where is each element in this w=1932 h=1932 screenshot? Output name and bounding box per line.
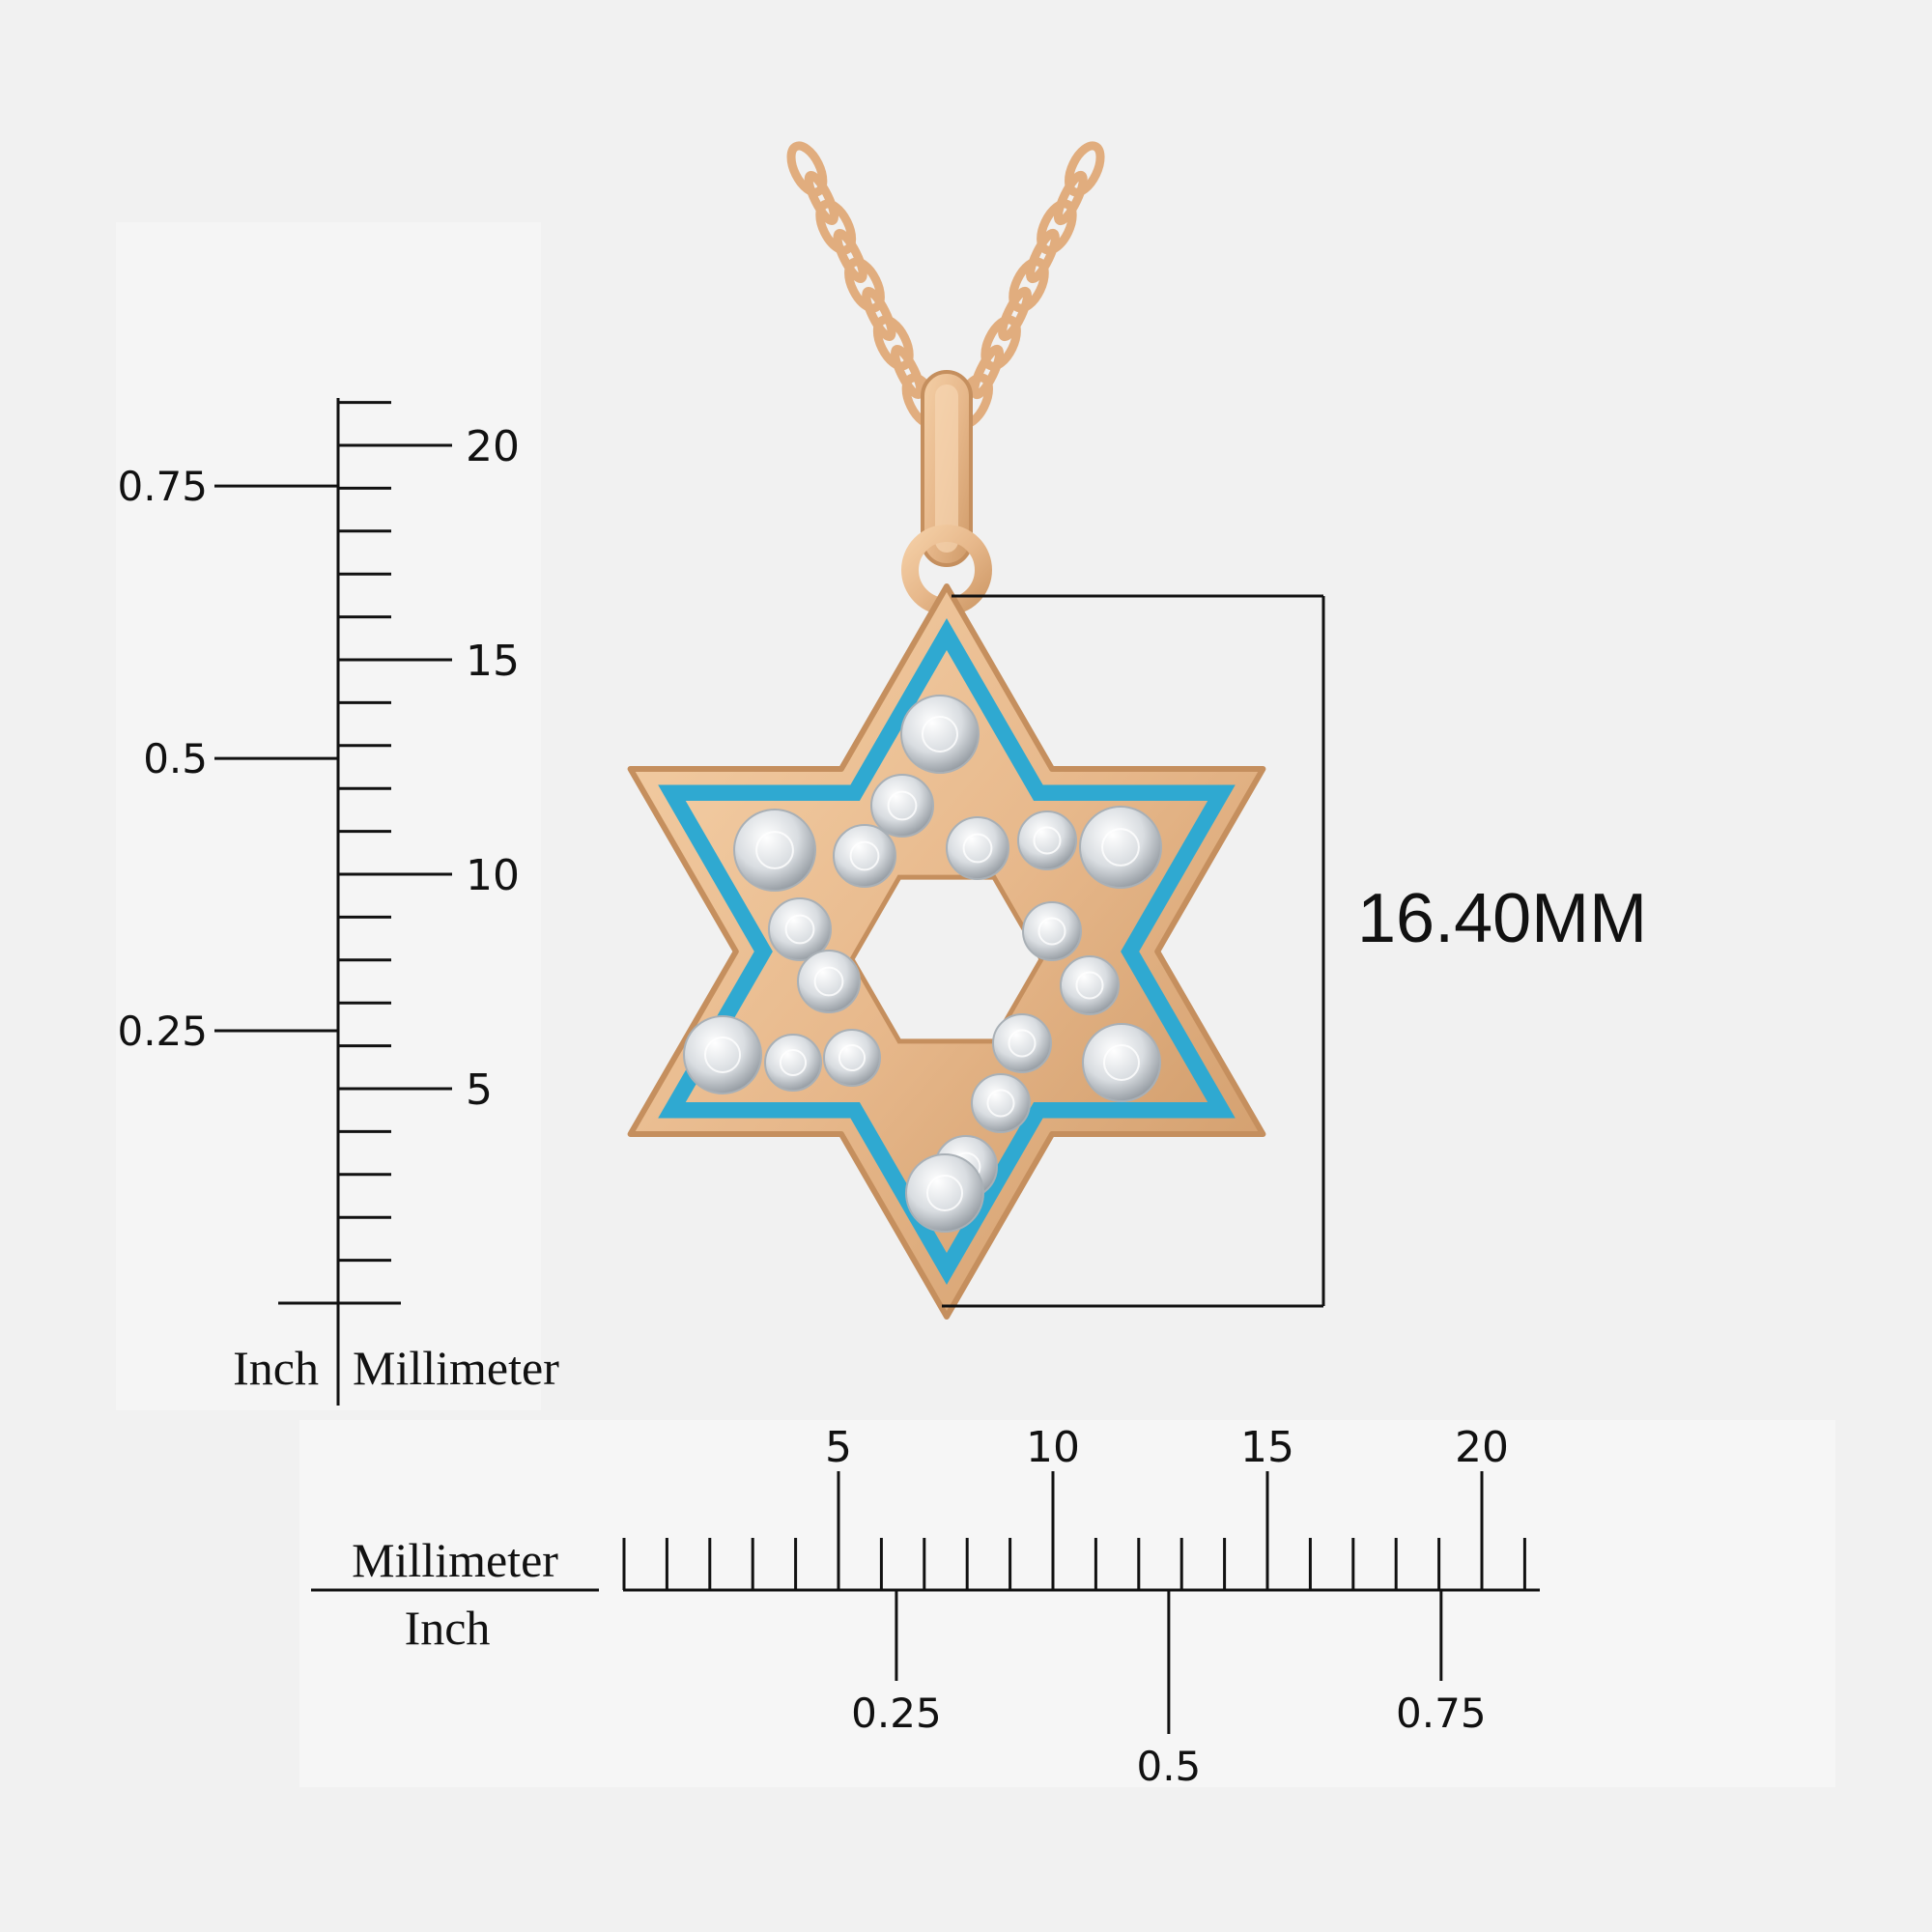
diamond-facet [1103,1044,1140,1081]
star-pendant [627,583,1266,1320]
height-dimension: 16.40MM [942,594,1647,1308]
inch-tick-label: 0.25 [117,1008,208,1055]
diamond [905,1153,984,1233]
chain-link [1009,257,1049,313]
diamond-facet [926,1175,963,1211]
diamond [1079,806,1162,889]
diamond [823,1029,881,1087]
diamond [1022,901,1082,961]
mm-tick-label: 20 [1455,1423,1509,1472]
vertical-ruler-unit-mm: Millimeter [353,1341,559,1395]
vertical-ruler: Inch Millimeter 5 10 15 20 0.75 0.5 0.25 [117,398,559,1406]
diamond-facet [779,1048,808,1077]
mm-tick-label: 15 [1240,1423,1294,1472]
diamond [1060,955,1120,1015]
horizontal-ruler-unit-inch: Inch [405,1601,491,1655]
mm-tick-label: 10 [1026,1423,1080,1472]
diamond [768,897,832,961]
dimension-label: 16.40MM [1357,880,1647,957]
mm-tick-label: 5 [825,1423,852,1472]
diamond-facet [1008,1029,1037,1058]
diamond-facet [838,1043,867,1072]
chain-link [872,315,914,371]
inch-tick-label: 0.25 [851,1690,942,1737]
diamond-facet [813,966,844,997]
mm-tick-label: 10 [466,851,520,900]
diamond [870,774,934,838]
chain-link [998,286,1032,342]
diamond [1082,1023,1161,1102]
chain-link [815,199,857,255]
background-panel [116,222,541,1410]
inch-tick-label: 0.5 [1136,1743,1201,1790]
chain-link [786,141,828,197]
diamond [833,824,896,888]
diamond [946,816,1009,880]
diamond [992,1013,1052,1073]
diamond-facet [962,833,993,864]
diamond [900,695,980,774]
diamond-facet [922,716,958,753]
diamond-facet [755,831,794,869]
diamond [764,1034,822,1092]
chain-link [833,229,867,283]
chain-link [844,257,885,313]
diamond [1017,810,1077,870]
vertical-ruler-unit-inch: Inch [233,1341,319,1395]
diamond-facet [784,914,815,945]
center-opening [849,874,1044,1044]
chain-link [891,345,925,399]
diamond-facet [1033,826,1062,855]
diamond-facet [1101,828,1140,867]
inch-tick-label: 0.75 [1396,1690,1487,1737]
chain-link [1026,228,1060,284]
horizontal-ruler-unit-mm: Millimeter [352,1533,558,1587]
chain-link [804,171,838,225]
diamond [733,809,816,892]
diamond [971,1073,1031,1133]
background-panel [299,1420,1835,1787]
chain-link [980,315,1021,371]
diamond [683,1015,762,1094]
chain-link [1065,141,1105,197]
chain-link [1053,170,1088,226]
inch-tick-label: 0.75 [117,463,208,510]
horizontal-ruler: Millimeter Inch 5 10 15 20 0.25 0.5 0.75 [311,1423,1540,1790]
mm-tick-label: 5 [466,1065,493,1115]
inch-tick-label: 0.5 [143,735,208,782]
diamond-facet [1075,971,1104,1000]
diamond-facet [849,840,880,871]
diamond-facet [887,790,918,821]
mm-tick-label: 15 [466,637,520,686]
pendant-bail [901,370,992,615]
mm-tick-label: 20 [466,422,520,471]
chain-link [970,344,1005,400]
diamond-facet [704,1037,741,1073]
diamond [797,950,861,1013]
diamond-facet [986,1089,1015,1118]
chain-link [1037,199,1077,255]
chain-link [862,287,896,341]
diamond-facet [1037,917,1066,946]
